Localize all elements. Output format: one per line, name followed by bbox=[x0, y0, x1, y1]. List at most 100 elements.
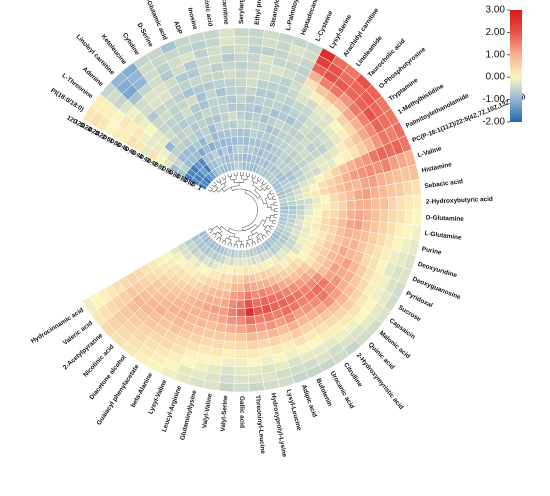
heatmap-cell bbox=[329, 201, 339, 211]
heatmap-cell bbox=[246, 332, 259, 342]
dendrogram-branch bbox=[224, 237, 232, 244]
heatmap-cell bbox=[354, 209, 364, 221]
color-scale-tick-label: 3.00 bbox=[486, 5, 506, 16]
dendrogram-branch bbox=[221, 240, 227, 245]
heatmap-cell bbox=[236, 308, 246, 318]
metabolite-label: Inosine bbox=[186, 7, 198, 31]
heatmap-cell bbox=[247, 365, 263, 376]
dendrogram-branch bbox=[245, 172, 251, 177]
dendrogram-branch bbox=[227, 173, 232, 178]
heatmap-cell bbox=[237, 266, 244, 276]
dendrogram-branch bbox=[247, 231, 259, 240]
heatmap-cell bbox=[221, 52, 236, 63]
heatmap-cell bbox=[303, 197, 314, 205]
dendrogram-branch bbox=[262, 216, 271, 228]
heatmap-cell bbox=[218, 27, 235, 38]
heatmap-cell bbox=[346, 209, 356, 220]
heatmap-cell bbox=[223, 128, 232, 139]
metabolite-label: Valyl-Valine bbox=[201, 393, 214, 429]
metabolite-label: Cytidine bbox=[121, 32, 141, 57]
metabolite-label: Gallic acid bbox=[238, 396, 245, 428]
heatmap-cell bbox=[235, 69, 248, 79]
heatmap-cell bbox=[238, 249, 243, 259]
heatmap-cell bbox=[229, 119, 238, 130]
metabolite-label: Sucrose bbox=[397, 304, 423, 323]
metabolite-label: O-Phosphotyrosine bbox=[378, 46, 428, 91]
heatmap-cell bbox=[296, 209, 306, 216]
heatmap-cell bbox=[224, 332, 237, 343]
heatmap-cell bbox=[345, 218, 356, 230]
heatmap-cell bbox=[387, 209, 398, 224]
heatmap-cell bbox=[235, 94, 247, 104]
dendrogram-branch bbox=[256, 238, 262, 244]
heatmap-cell bbox=[404, 195, 414, 211]
dendrogram-branch bbox=[235, 240, 243, 245]
heatmap-cell bbox=[246, 69, 260, 80]
metabolite-label: Pyridoxal bbox=[405, 290, 434, 309]
dendrogram-branch bbox=[270, 203, 275, 211]
heatmap-cell bbox=[244, 111, 254, 121]
dendrogram-branch bbox=[251, 241, 257, 246]
heatmap-cell bbox=[230, 128, 238, 138]
metabolite-label: Citrulline bbox=[342, 362, 364, 389]
heatmap-cell bbox=[236, 102, 246, 112]
heatmap-cell bbox=[246, 348, 261, 359]
dendrogram-branch bbox=[240, 171, 244, 176]
dendrogram-branch bbox=[229, 175, 237, 181]
heatmap-cell bbox=[233, 383, 250, 393]
heatmap-cell bbox=[233, 27, 250, 37]
heatmap-cell bbox=[361, 187, 372, 200]
heatmap-cell bbox=[320, 194, 331, 204]
dendrogram-branch bbox=[221, 175, 227, 180]
heatmap-cell bbox=[248, 27, 265, 39]
heatmap-cell bbox=[353, 219, 364, 232]
dendrogram-branch bbox=[211, 232, 217, 238]
color-scale-tick-label: 1.00 bbox=[486, 49, 506, 60]
dendrogram-branch bbox=[256, 232, 264, 240]
heatmap-cell bbox=[312, 195, 322, 205]
dendrogram-branch bbox=[233, 179, 245, 184]
heatmap-cell bbox=[222, 61, 236, 71]
heatmap-cell bbox=[243, 290, 253, 301]
metabolite-label: D-Serine bbox=[135, 22, 154, 49]
dendrogram-branch bbox=[271, 195, 277, 201]
metabolite-label: Adipic acid bbox=[300, 384, 318, 419]
metabolite-label: Adenine bbox=[81, 66, 105, 88]
heatmap-cell bbox=[248, 373, 264, 384]
heatmap-cell bbox=[219, 36, 235, 47]
heatmap-cell bbox=[233, 374, 250, 384]
heatmap-cell bbox=[218, 382, 235, 393]
dendrogram-branch bbox=[266, 192, 273, 201]
heatmap-cell bbox=[225, 86, 237, 96]
heatmap-cell bbox=[246, 78, 259, 88]
heatmap-cell bbox=[220, 44, 235, 55]
dendrogram-branch bbox=[263, 224, 271, 232]
heatmap-cell bbox=[236, 291, 245, 301]
heatmap-cell bbox=[387, 196, 398, 211]
metabolite-label: Sebacic acid bbox=[424, 178, 463, 190]
heatmap-cell bbox=[321, 202, 331, 211]
heatmap-cell bbox=[231, 136, 239, 146]
dendrogram bbox=[207, 171, 278, 249]
heatmap-cell bbox=[236, 111, 246, 121]
metabolite-label: Deoxyuridine bbox=[417, 261, 458, 280]
heatmap-cell bbox=[337, 209, 348, 220]
dendrogram-branch bbox=[256, 176, 262, 182]
heatmap-cell bbox=[224, 77, 237, 88]
heatmap-cell bbox=[244, 103, 255, 113]
heatmap-cell bbox=[412, 194, 423, 211]
heatmap-cell bbox=[362, 209, 373, 222]
dendrogram-branch bbox=[211, 185, 219, 193]
heatmap-cell bbox=[336, 218, 347, 229]
heatmap-cell bbox=[235, 316, 247, 326]
heatmap-cell bbox=[233, 36, 250, 46]
heatmap-cell bbox=[346, 200, 356, 211]
heatmap-cell bbox=[233, 153, 239, 163]
metabolite-label: Valyl-Serine bbox=[220, 395, 230, 432]
dendrogram-branch bbox=[245, 243, 251, 248]
heatmap-cell bbox=[245, 323, 257, 334]
heatmap-cell bbox=[329, 209, 339, 219]
dendrogram-branch bbox=[207, 228, 213, 234]
heatmap-cell bbox=[227, 103, 237, 113]
sample-label: 12D_5 bbox=[65, 114, 85, 129]
